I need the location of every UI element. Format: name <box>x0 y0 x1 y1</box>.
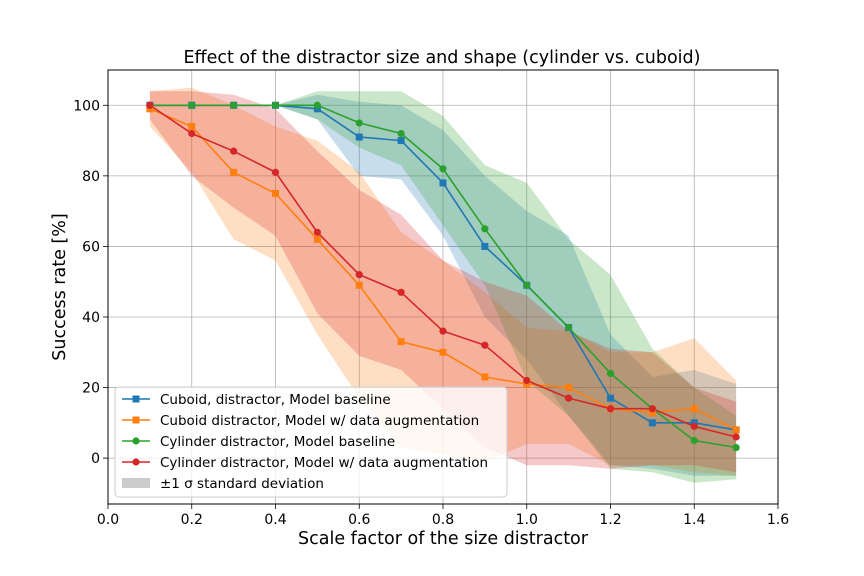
data-point <box>648 405 656 413</box>
data-point <box>397 137 405 145</box>
data-point <box>230 168 238 176</box>
data-point <box>732 443 740 452</box>
data-point <box>355 119 363 127</box>
data-point <box>481 242 489 250</box>
x-tick-label: 0.2 <box>181 512 203 528</box>
data-point <box>565 394 573 402</box>
legend-label-4: Cylinder distractor, Model w/ data augme… <box>160 455 488 471</box>
data-point <box>607 394 614 402</box>
x-axis-ticks: 0.0 0.2 0.4 0.6 0.8 1.0 1.2 1.4 1.6 <box>97 504 789 528</box>
x-tick-label: 0.0 <box>97 512 119 528</box>
data-point <box>732 426 740 434</box>
legend-label-1: Cuboid, distractor, Model baseline <box>160 392 391 408</box>
x-tick-label: 1.6 <box>767 512 789 528</box>
x-tick-label: 0.4 <box>264 512 286 528</box>
data-point <box>397 338 405 346</box>
data-point <box>188 129 196 138</box>
data-point <box>606 405 615 413</box>
data-point <box>271 168 280 176</box>
legend-marker-1 <box>132 395 140 403</box>
data-point <box>146 101 154 109</box>
y-axis-ticks: 0 20 40 60 80 100 <box>73 98 108 467</box>
data-point <box>523 376 531 385</box>
data-point <box>188 101 196 109</box>
legend-marker-2 <box>132 416 140 424</box>
legend-band-label: ±1 σ standard deviation <box>160 476 324 492</box>
data-point <box>565 384 573 392</box>
x-tick-label: 1.4 <box>683 512 705 528</box>
x-tick-label: 0.8 <box>432 512 454 528</box>
y-axis-label: Success rate [%] <box>50 213 70 360</box>
std-band-series-2 <box>149 87 737 476</box>
legend-marker-3 <box>132 437 140 445</box>
legend-marker-4 <box>132 458 140 466</box>
data-point <box>439 179 447 187</box>
data-point <box>481 225 489 233</box>
series-markers <box>146 101 740 452</box>
y-tick-label: 60 <box>82 239 100 255</box>
chart-title: Effect of the distractor size and shape … <box>184 48 701 68</box>
std-band-series-4 <box>149 91 737 473</box>
x-tick-label: 1.0 <box>516 512 538 528</box>
data-point <box>397 129 405 138</box>
legend-box <box>114 386 508 498</box>
data-point <box>188 122 196 130</box>
y-tick-label: 80 <box>82 169 100 185</box>
y-tick-label: 40 <box>82 310 100 326</box>
data-point <box>313 228 321 236</box>
x-tick-label: 1.2 <box>599 512 621 528</box>
std-band-series-1 <box>149 94 737 476</box>
x-tick-label: 0.6 <box>348 512 370 528</box>
std-bands <box>149 87 737 483</box>
data-point <box>230 101 238 109</box>
std-band-series-3 <box>149 91 737 483</box>
data-point <box>523 281 531 289</box>
data-point <box>481 373 489 381</box>
y-tick-label: 100 <box>73 98 100 114</box>
y-tick-label: 20 <box>82 381 100 397</box>
data-point <box>606 369 615 378</box>
data-point <box>439 165 447 173</box>
data-point <box>230 147 238 155</box>
data-point <box>481 341 489 349</box>
legend-label-3: Cylinder distractor, Model baseline <box>160 434 395 450</box>
legend-band-swatch <box>122 478 150 488</box>
x-axis-label: Scale factor of the size distractor <box>298 529 589 549</box>
data-point <box>732 433 740 441</box>
data-point <box>565 323 573 332</box>
data-point <box>648 419 656 427</box>
data-point <box>313 235 321 243</box>
data-point <box>355 133 363 141</box>
data-point <box>690 436 698 445</box>
legend: Cuboid, distractor, Model baseline Cuboid… <box>114 386 508 498</box>
legend-label-2: Cuboid distractor, Model w/ data augment… <box>160 413 479 429</box>
data-point <box>355 281 363 289</box>
data-point <box>272 189 279 197</box>
data-point <box>313 101 321 109</box>
data-point <box>439 348 447 356</box>
data-point <box>690 422 698 430</box>
data-point <box>355 271 363 279</box>
data-point <box>439 327 447 335</box>
y-tick-label: 0 <box>91 451 100 467</box>
data-point <box>690 405 698 413</box>
data-point <box>271 101 280 109</box>
data-point <box>397 288 405 296</box>
